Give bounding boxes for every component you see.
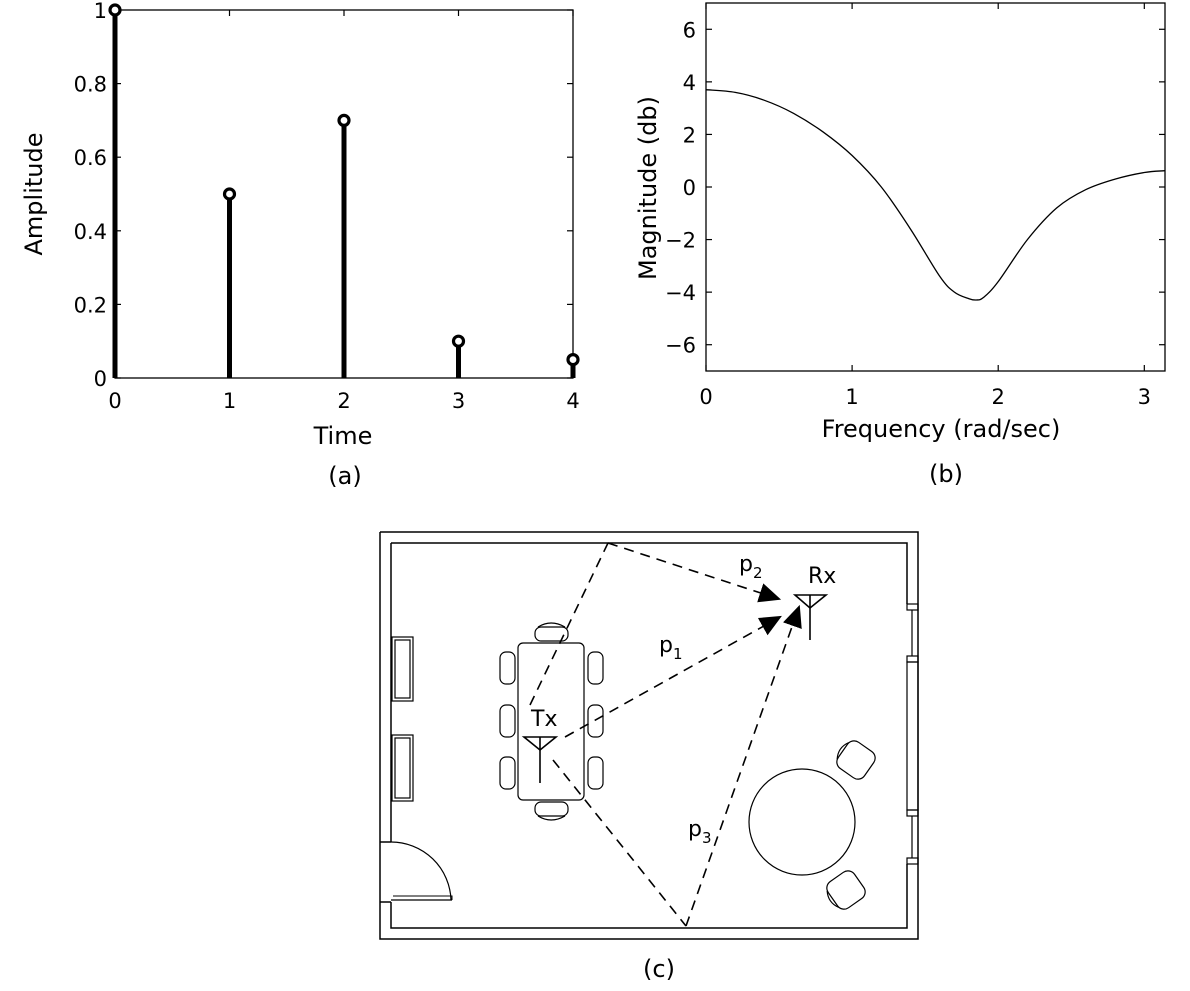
path-label-p2: p2 [739, 552, 763, 582]
transmitter-antenna [521, 736, 559, 783]
y-tick-label-b: −2 [665, 229, 696, 253]
propagation-paths [529, 542, 802, 927]
path-p3-segment-2 [685, 604, 802, 927]
y-tick-label-b: 4 [683, 71, 696, 95]
y-tick-label-b: 6 [683, 18, 696, 42]
y-axis-label-b: Magnitude (db) [634, 96, 662, 280]
plot-a-stems [108, 3, 580, 378]
wall-cabinets [391, 636, 414, 802]
receiver-antenna [792, 594, 829, 640]
y-tick-label-b: 0 [683, 176, 696, 200]
x-axis-label-a: Time [313, 422, 373, 450]
x-tick-label-a: 4 [566, 389, 579, 413]
round-table [748, 740, 876, 910]
path-p2-segment-1 [529, 542, 609, 706]
room-outer-wall [379, 531, 919, 940]
y-tick-label-a: 0.4 [74, 220, 107, 244]
caption-c: (c) [643, 955, 675, 983]
stem-marker [108, 3, 122, 17]
x-tick-label-a: 0 [108, 389, 121, 413]
caption-b: (b) [929, 460, 963, 488]
x-tick-label-b: 1 [845, 385, 858, 409]
caption-a: (a) [328, 462, 361, 490]
stem-plot-panel: 0 1 2 3 4 0 0.2 0.4 0.6 0.8 1 Time Amplitude (a) [20, 0, 580, 490]
path-p3-segment-1 [552, 759, 687, 927]
tx-label: Tx [530, 707, 557, 732]
y-tick-label-a: 0.8 [74, 73, 107, 97]
y-tick-label-b: −4 [665, 281, 696, 305]
meeting-table [499, 622, 604, 821]
room-multipath-diagram: Tx Rx p1 p2 p3 (c) [379, 531, 919, 983]
y-axis-label-a: Amplitude [20, 133, 48, 256]
x-tick-label-b: 0 [699, 385, 712, 409]
room-inner-wall [390, 542, 908, 929]
y-tick-label-a: 0.6 [74, 146, 107, 170]
x-tick-label-a: 3 [452, 389, 465, 413]
stem-marker [566, 353, 580, 367]
path-label-p3: p3 [688, 817, 712, 847]
magnitude-response-line [705, 89, 1165, 301]
rx-label: Rx [808, 564, 836, 589]
x-tick-label-b: 2 [992, 385, 1005, 409]
plot-b-frame [705, 2, 1166, 372]
x-tick-label-a: 1 [223, 389, 236, 413]
y-tick-label-a: 1 [94, 0, 107, 23]
door [380, 841, 453, 901]
plot-a-ticks: 0 1 2 3 4 0 0.2 0.4 0.6 0.8 1 [74, 0, 580, 413]
plot-b-ticks: 0 1 2 3 −6 −4 −2 0 2 4 6 [665, 3, 1165, 409]
path-p1-line [564, 615, 782, 738]
y-tick-label-a: 0 [94, 367, 107, 391]
x-tick-label-a: 2 [337, 389, 350, 413]
y-tick-label-b: −6 [665, 334, 696, 358]
stem-marker [222, 187, 237, 201]
x-tick-label-b: 3 [1138, 385, 1151, 409]
y-tick-label-b: 2 [683, 123, 696, 147]
stem-marker [337, 113, 351, 128]
path-p2-segment-2 [607, 542, 782, 603]
stem-marker [451, 334, 466, 348]
y-tick-label-a: 0.2 [74, 293, 107, 317]
path-label-p1: p1 [659, 633, 683, 663]
windows [906, 603, 919, 865]
x-axis-label-b: Frequency (rad/sec) [822, 415, 1061, 443]
frequency-response-panel: 0 1 2 3 −6 −4 −2 0 2 4 6 Frequency (rad/sec) Magni… [634, 2, 1166, 488]
